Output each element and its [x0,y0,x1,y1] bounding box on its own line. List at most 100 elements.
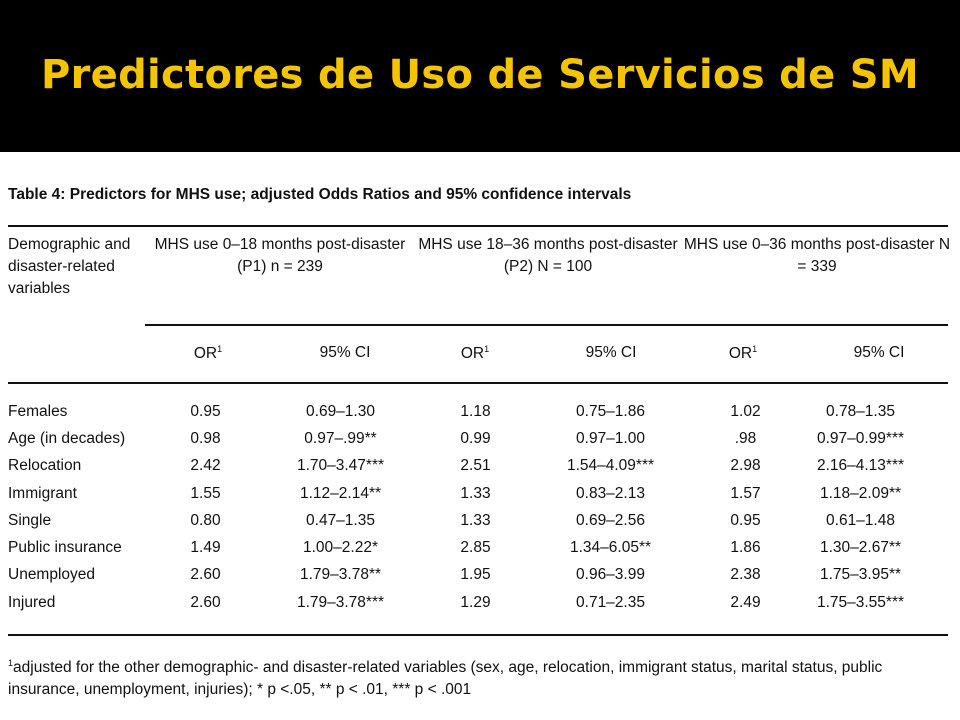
group-header-line: (P1) n = 239 [237,258,323,275]
table-bottom-rule [8,634,948,636]
subheader-or-p1: OR1 [178,344,238,363]
or-p2-cell: 1.95 [460,566,491,584]
variable-cell: Age (in decades) [8,429,126,447]
ci-p2-cell: 1.54–4.09*** [566,457,655,475]
or-total-cell: 2.38 [730,566,761,584]
or-p1-cell: 2.42 [190,457,221,475]
group-header-line: MHS use 0–18 months post-disaster [154,236,406,253]
group-header-total: MHS use 0–36 months post-disaster N = 33… [682,234,952,278]
group-header-line: MHS use 0–36 months post-disaster N [683,236,951,253]
or-superscript: 1 [484,344,490,354]
or-superscript: 1 [752,344,758,354]
subheader-ci-p2: 95% CI [585,344,637,361]
row-header: Demographic and disaster-related variabl… [8,234,158,300]
or-label: OR [193,345,218,363]
ci-p2-cell: 0.75–1.86 [576,402,645,420]
group-header-line: = 339 [797,258,837,275]
table-row: Unemployed 2.60 1.79–3.78** 1.95 0.96–3.… [8,562,948,589]
ci-total-cell: 1.18–2.09** [819,484,902,502]
table-row: Single 0.80 0.47–1.35 1.33 0.69–2.56 0.9… [8,507,948,534]
table-row: Age (in decades) 0.98 0.97–.99** 0.99 0.… [8,425,948,452]
subheader-ci-p1: 95% CI [319,344,371,361]
group-header-line: MHS use 18–36 months post-disaster [418,236,678,253]
ci-p1-cell: 1.79–3.78*** [296,593,385,611]
top-rule [8,225,948,227]
ci-p2-cell: 0.71–2.35 [576,593,645,611]
or-total-cell: 0.95 [730,511,761,529]
group-header-p2: MHS use 18–36 months post-disaster (P2) … [418,234,678,278]
or-p1-cell: 0.95 [190,402,221,420]
or-p2-cell: 1.33 [460,511,491,529]
group-rule [145,324,948,326]
or-p2-cell: 0.99 [460,429,491,447]
variable-cell: Injured [8,593,56,611]
or-total-cell: 1.86 [730,539,761,557]
variable-cell: Relocation [8,457,82,475]
footnote-mark: 1 [8,658,14,668]
table-row: Immigrant 1.55 1.12–2.14** 1.33 0.83–2.1… [8,480,948,507]
or-p1-cell: 0.80 [190,511,221,529]
or-total-cell: 1.57 [730,484,761,502]
slide-title: Predictores de Uso de Servicios de SM [41,52,919,98]
odds-ratio-table: Females 0.95 0.69–1.30 1.18 0.75–1.86 1.… [8,398,948,616]
group-header-line: (P2) N = 100 [503,258,593,275]
or-p1-cell: 2.60 [190,593,221,611]
or-total-cell: 2.98 [730,457,761,475]
ci-p1-cell: 1.00–2.22* [303,539,378,557]
slide-header: Predictores de Uso de Servicios de SM [0,0,960,150]
footnote-text: adjusted for the other demographic- and … [8,659,883,699]
ci-p2-cell: 0.96–3.99 [576,566,645,584]
ci-p2-cell: 0.69–2.56 [576,511,645,529]
ci-total-cell: 1.75–3.55*** [816,593,905,611]
ci-total-cell: 0.97–0.99*** [816,429,905,447]
ci-p2-cell: 0.97–1.00 [576,429,645,447]
ci-p1-cell: 0.47–1.35 [306,511,375,529]
ci-total-cell: 0.61–1.48 [826,511,895,529]
table-row: Females 0.95 0.69–1.30 1.18 0.75–1.86 1.… [8,398,948,425]
ci-total-cell: 1.75–3.95** [819,566,902,584]
or-p2-cell: 1.33 [460,484,491,502]
variable-cell: Public insurance [8,539,122,557]
subheader-ci-total: 95% CI [853,344,905,361]
ci-p2-cell: 1.34–6.05** [569,539,652,557]
or-label: OR [460,345,485,363]
subheader-or-total: OR1 [713,344,773,363]
table-caption: Table 4: Predictors for MHS use; adjuste… [8,186,632,203]
ci-p1-cell: 1.12–2.14** [299,484,382,502]
or-p1-cell: 1.49 [190,539,221,557]
or-total-cell: 1.02 [730,402,761,420]
or-p2-cell: 2.51 [460,457,491,475]
row-header-line: variables [8,280,71,297]
or-superscript: 1 [217,344,223,354]
or-p2-cell: 1.18 [460,402,491,420]
ci-p1-cell: 0.69–1.30 [306,402,375,420]
ci-total-cell: 0.78–1.35 [826,402,895,420]
or-p1-cell: 0.98 [190,429,221,447]
variable-cell: Females [8,402,68,420]
ci-total-cell: 2.16–4.13*** [816,457,905,475]
table-footnote: 1adjusted for the other demographic- and… [8,652,948,701]
or-p2-cell: 2.85 [460,539,491,557]
subheader-or-p2: OR1 [445,344,505,363]
or-total-cell: 2.49 [730,593,761,611]
ci-p1-cell: 1.70–3.47*** [296,457,385,475]
or-p1-cell: 2.60 [190,566,221,584]
ci-p1-cell: 0.97–.99** [304,429,377,447]
ci-p1-cell: 1.79–3.78** [299,566,382,584]
ci-p2-cell: 0.83–2.13 [576,484,645,502]
table-row: Public insurance 1.49 1.00–2.22* 2.85 1.… [8,534,948,561]
variable-cell: Unemployed [8,566,96,584]
or-p2-cell: 1.29 [460,593,491,611]
table-sheet: Table 4: Predictors for MHS use; adjuste… [0,152,960,720]
or-label: OR [728,345,753,363]
variable-cell: Immigrant [8,484,77,502]
group-header-p1: MHS use 0–18 months post-disaster (P1) n… [150,234,410,278]
row-header-line: Demographic and [8,236,131,253]
row-header-line: disaster-related [8,258,115,275]
table-body: Females 0.95 0.69–1.30 1.18 0.75–1.86 1.… [8,398,948,616]
table-row: Relocation 2.42 1.70–3.47*** 2.51 1.54–4… [8,453,948,480]
or-total-cell: .98 [734,429,757,447]
header-bottom-rule [8,382,948,384]
or-p1-cell: 1.55 [190,484,221,502]
variable-cell: Single [8,511,52,529]
